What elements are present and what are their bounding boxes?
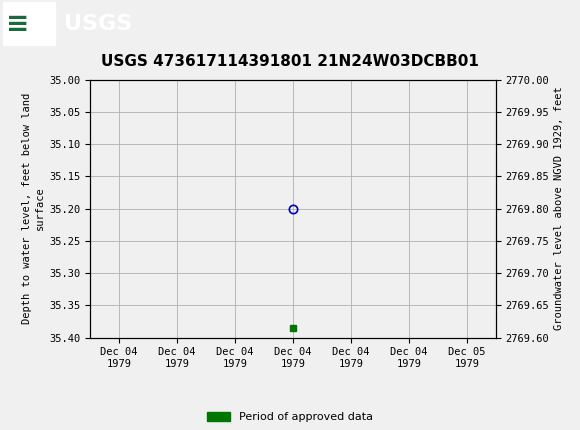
- Y-axis label: Groundwater level above NGVD 1929, feet: Groundwater level above NGVD 1929, feet: [553, 87, 564, 330]
- Bar: [3, 3, 55, 45]
- Legend: Period of approved data: Period of approved data: [208, 412, 372, 422]
- Text: USGS: USGS: [64, 14, 132, 34]
- Text: USGS 473617114391801 21N24W03DCBB01: USGS 473617114391801 21N24W03DCBB01: [101, 54, 479, 69]
- Y-axis label: Depth to water level, feet below land
surface: Depth to water level, feet below land su…: [21, 93, 45, 324]
- Text: ≡: ≡: [6, 9, 29, 38]
